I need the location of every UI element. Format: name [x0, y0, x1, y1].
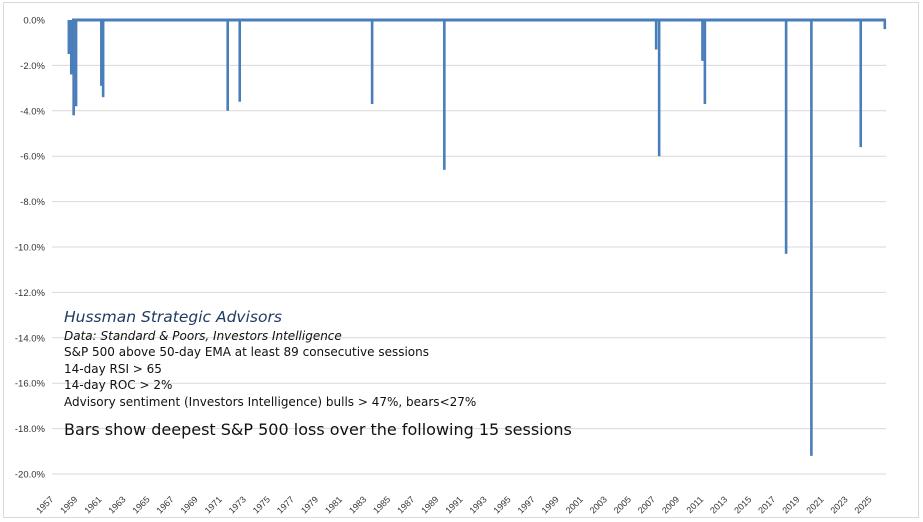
x-tick-label: 1961: [82, 494, 103, 515]
bar: [370, 20, 374, 104]
criteria-line-4: Advisory sentiment (Investors Intelligen…: [64, 394, 477, 409]
x-tick-label: 2023: [828, 494, 849, 515]
x-tick-label: 1995: [491, 494, 512, 515]
y-tick-label: -14.0%: [15, 333, 46, 344]
bar: [67, 20, 71, 55]
org-name: Hussman Strategic Advisors: [64, 308, 282, 326]
x-tick-label: 2021: [804, 494, 825, 515]
bar: [654, 20, 658, 50]
chart-frame: [3, 2, 919, 518]
x-tick-label: 1959: [58, 494, 79, 515]
y-tick-label: -12.0%: [15, 288, 46, 299]
y-tick-label: -2.0%: [20, 61, 45, 72]
x-tick-label: 2025: [853, 494, 874, 515]
x-tick-label: 1993: [467, 494, 488, 515]
x-tick-label: 1999: [540, 494, 561, 515]
x-tick-label: 1989: [419, 494, 440, 515]
x-tick-label: 1967: [155, 494, 176, 515]
x-tick-label: 1983: [347, 494, 368, 515]
criteria-line-2: 14-day RSI > 65: [64, 361, 162, 376]
bar: [100, 20, 103, 86]
x-tick-label: 1975: [251, 494, 272, 515]
x-tick-label: 1957: [34, 494, 55, 515]
bar: [74, 20, 78, 107]
x-tick-label: 1985: [371, 494, 392, 515]
bar: [226, 20, 230, 111]
bar: [101, 20, 105, 98]
x-axis-ticks: 1957 1959 1961 1963 1965 1967 1969 1971 1973 1975…: [34, 494, 874, 515]
x-tick-label: 2011: [685, 494, 706, 515]
x-tick-label: 2007: [636, 494, 657, 515]
criteria-line-1: S&P 500 above 50-day EMA at least 89 con…: [64, 345, 429, 359]
bar: [72, 20, 75, 116]
x-tick-label: 2017: [756, 494, 777, 515]
x-tick-label: 2001: [564, 494, 585, 515]
y-tick-label: 0.0%: [23, 16, 45, 27]
x-tick-label: 1997: [516, 494, 537, 515]
y-tick-label: -10.0%: [15, 243, 46, 254]
bar: [703, 20, 707, 104]
bar: [701, 20, 704, 61]
x-tick-label: 1963: [106, 494, 127, 515]
x-tick-label: 1977: [275, 494, 296, 515]
x-tick-label: 2013: [708, 494, 729, 515]
x-tick-label: 2015: [732, 494, 753, 515]
y-tick-label: -6.0%: [20, 152, 45, 163]
x-tick-label: 1969: [179, 494, 200, 515]
y-tick-label: -8.0%: [20, 197, 45, 208]
y-tick-label: -20.0%: [15, 470, 46, 481]
x-tick-label: 2005: [612, 494, 633, 515]
x-tick-label: 2003: [588, 494, 609, 515]
x-tick-label: 1981: [323, 494, 344, 515]
bar: [859, 20, 863, 148]
bar: [657, 20, 661, 157]
x-tick-label: 2009: [660, 494, 681, 515]
bar: [238, 20, 242, 102]
gridlines: [52, 64, 886, 475]
bar: [784, 20, 788, 254]
bar: [69, 20, 73, 75]
y-tick-label: -18.0%: [15, 424, 46, 435]
x-tick-label: 1971: [203, 494, 224, 515]
chart-caption: Bars show deepest S&P 500 loss over the …: [64, 420, 572, 439]
x-tick-label: 1979: [299, 494, 320, 515]
y-tick-label: -16.0%: [15, 379, 46, 390]
x-tick-label: 1965: [130, 494, 151, 515]
annotation-box: Hussman Strategic Advisors Data: Standar…: [64, 308, 572, 439]
y-axis-ticks: 0.0% -2.0% -4.0% -6.0% -8.0% -10.0% -12.0% -14.…: [15, 16, 46, 481]
criteria-line-3: 14-day ROC > 2%: [64, 378, 173, 392]
bar: [443, 20, 446, 170]
bar: [810, 20, 813, 456]
data-source: Data: Standard & Poors, Investors Intell…: [64, 329, 342, 343]
bars: [67, 20, 887, 456]
bar: [883, 20, 887, 30]
x-tick-label: 1991: [443, 494, 464, 515]
x-tick-label: 1987: [395, 494, 416, 515]
y-tick-label: -4.0%: [20, 106, 45, 117]
x-tick-label: 1973: [227, 494, 248, 515]
x-tick-label: 2019: [780, 494, 801, 515]
